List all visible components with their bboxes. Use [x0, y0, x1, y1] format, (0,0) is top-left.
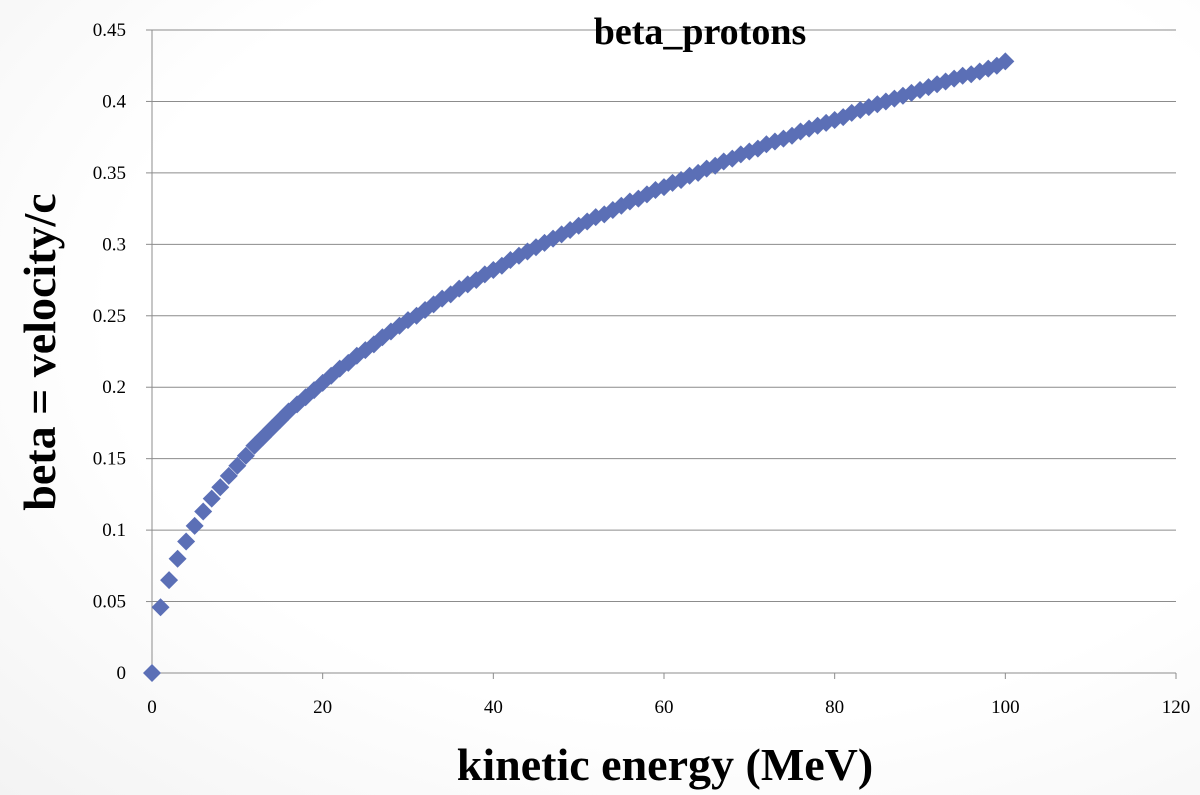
y-tick-label: 0.25: [93, 306, 126, 327]
data-points: [143, 52, 1015, 682]
data-point: [151, 598, 170, 617]
x-tick-label: 0: [147, 697, 157, 718]
data-point: [501, 251, 520, 270]
data-point: [219, 466, 238, 485]
data-point: [168, 549, 187, 568]
data-point: [194, 502, 213, 521]
y-tick-label: 0: [117, 663, 127, 684]
data-point: [236, 446, 255, 465]
x-tick-label: 60: [655, 697, 674, 718]
axes: [146, 29, 1177, 679]
y-tick-labels: 0 0.05 0.1 0.15 0.2 0.25 0.3 0.35 0.4 0.45: [93, 20, 127, 684]
y-tick-label: 0.15: [93, 449, 126, 470]
y-tick-label: 0.4: [102, 91, 126, 112]
data-point: [177, 532, 196, 551]
y-tick-label: 0.45: [93, 20, 126, 41]
x-tick-labels: 0 20 40 60 80 100 120: [147, 697, 1190, 718]
data-point: [228, 456, 247, 475]
data-point: [800, 119, 819, 138]
data-point: [970, 62, 989, 81]
x-tick-label: 20: [313, 697, 332, 718]
y-tick-label: 0.3: [102, 234, 126, 255]
data-point: [202, 489, 221, 508]
data-point: [185, 516, 204, 535]
x-tick-label: 80: [825, 697, 844, 718]
chart-title: beta_protons: [594, 11, 807, 53]
data-point: [160, 571, 179, 590]
y-tick-label: 0.2: [102, 377, 126, 398]
y-axis-title: beta = velocity/c: [14, 193, 65, 510]
data-point: [996, 52, 1015, 71]
x-tick-label: 100: [991, 697, 1020, 718]
y-tick-label: 0.1: [102, 520, 126, 541]
y-tick-label: 0.35: [93, 163, 126, 184]
data-point: [143, 664, 161, 682]
data-point: [211, 478, 230, 497]
y-tick-label: 0.05: [93, 592, 126, 613]
x-tick-label: 120: [1162, 697, 1191, 718]
x-tick-label: 40: [484, 697, 503, 718]
gridlines: [152, 29, 1176, 603]
x-axis-title: kinetic energy (MeV): [457, 739, 873, 790]
